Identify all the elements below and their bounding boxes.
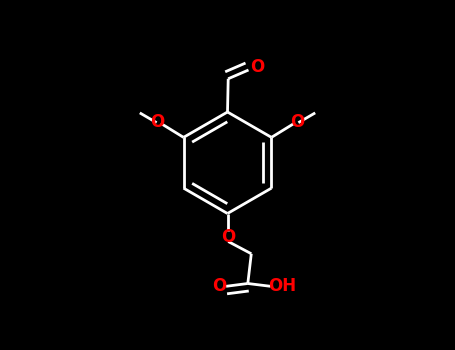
Text: O: O (221, 228, 235, 246)
Text: O: O (150, 113, 164, 131)
Text: OH: OH (268, 277, 296, 295)
Text: O: O (290, 113, 304, 131)
Text: O: O (250, 58, 265, 76)
Text: O: O (212, 276, 226, 295)
